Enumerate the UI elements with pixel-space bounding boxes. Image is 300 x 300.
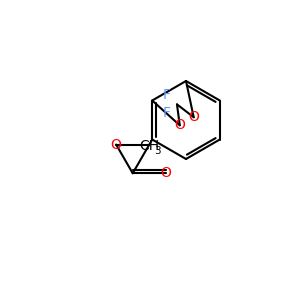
Text: O: O [111, 138, 122, 152]
Text: F: F [163, 88, 170, 102]
Text: O: O [174, 118, 185, 132]
Text: CH: CH [139, 139, 159, 153]
Text: 3: 3 [154, 146, 161, 156]
Text: O: O [160, 166, 171, 180]
Text: O: O [188, 110, 199, 124]
Text: F: F [163, 106, 170, 120]
